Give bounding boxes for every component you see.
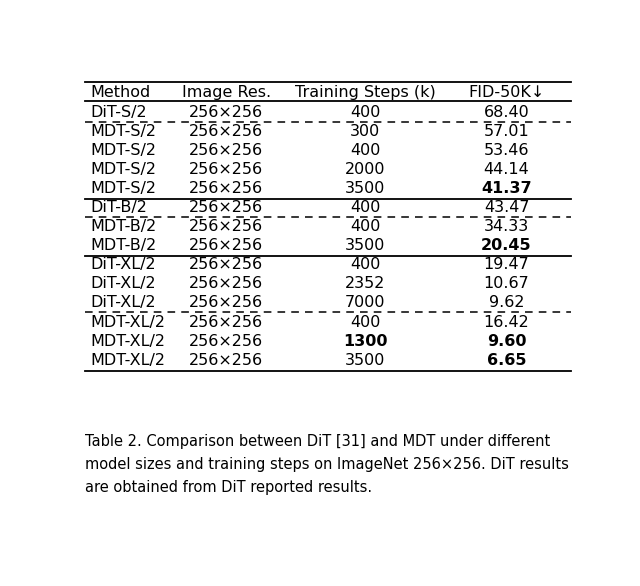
Text: MDT-S/2: MDT-S/2 bbox=[90, 181, 156, 196]
Text: 256×256: 256×256 bbox=[189, 277, 264, 291]
Text: 53.46: 53.46 bbox=[484, 143, 529, 158]
Text: 400: 400 bbox=[350, 257, 380, 272]
Text: MDT-XL/2: MDT-XL/2 bbox=[90, 353, 165, 367]
Text: 256×256: 256×256 bbox=[189, 295, 264, 311]
Text: MDT-XL/2: MDT-XL/2 bbox=[90, 315, 165, 329]
Text: 256×256: 256×256 bbox=[189, 219, 264, 234]
Text: MDT-B/2: MDT-B/2 bbox=[90, 219, 156, 234]
Text: 300: 300 bbox=[350, 124, 380, 139]
Text: are obtained from DiT reported results.: are obtained from DiT reported results. bbox=[85, 481, 372, 496]
Text: MDT-S/2: MDT-S/2 bbox=[90, 124, 156, 139]
Text: 2000: 2000 bbox=[345, 162, 385, 177]
Text: Image Res.: Image Res. bbox=[182, 84, 271, 100]
Text: 256×256: 256×256 bbox=[189, 257, 264, 272]
Text: 3500: 3500 bbox=[345, 238, 385, 253]
Text: 44.14: 44.14 bbox=[484, 162, 529, 177]
Text: 256×256: 256×256 bbox=[189, 105, 264, 120]
Text: 256×256: 256×256 bbox=[189, 238, 264, 253]
Text: 41.37: 41.37 bbox=[481, 181, 532, 196]
Text: 6.65: 6.65 bbox=[487, 353, 526, 367]
Text: model sizes and training steps on ImageNet 256×256. DiT results: model sizes and training steps on ImageN… bbox=[85, 457, 569, 472]
Text: MDT-B/2: MDT-B/2 bbox=[90, 238, 156, 253]
Text: 20.45: 20.45 bbox=[481, 238, 532, 253]
Text: 400: 400 bbox=[350, 105, 380, 120]
Text: MDT-S/2: MDT-S/2 bbox=[90, 143, 156, 158]
Text: DiT-XL/2: DiT-XL/2 bbox=[90, 257, 156, 272]
Text: 19.47: 19.47 bbox=[484, 257, 529, 272]
Text: Table 2. Comparison between DiT [31] and MDT under different: Table 2. Comparison between DiT [31] and… bbox=[85, 434, 550, 448]
Text: 2352: 2352 bbox=[345, 277, 385, 291]
Text: 57.01: 57.01 bbox=[484, 124, 529, 139]
Text: 68.40: 68.40 bbox=[484, 105, 529, 120]
Text: DiT-B/2: DiT-B/2 bbox=[90, 200, 147, 215]
Text: 256×256: 256×256 bbox=[189, 315, 264, 329]
Text: DiT-S/2: DiT-S/2 bbox=[90, 105, 147, 120]
Text: 7000: 7000 bbox=[345, 295, 385, 311]
Text: 256×256: 256×256 bbox=[189, 333, 264, 349]
Text: 400: 400 bbox=[350, 219, 380, 234]
Text: 256×256: 256×256 bbox=[189, 353, 264, 367]
Text: MDT-XL/2: MDT-XL/2 bbox=[90, 333, 165, 349]
Text: 10.67: 10.67 bbox=[484, 277, 529, 291]
Text: 34.33: 34.33 bbox=[484, 219, 529, 234]
Text: DiT-XL/2: DiT-XL/2 bbox=[90, 277, 156, 291]
Text: 400: 400 bbox=[350, 143, 380, 158]
Text: 9.62: 9.62 bbox=[489, 295, 524, 311]
Text: MDT-S/2: MDT-S/2 bbox=[90, 162, 156, 177]
Text: 9.60: 9.60 bbox=[487, 333, 526, 349]
Text: 256×256: 256×256 bbox=[189, 162, 264, 177]
Text: 256×256: 256×256 bbox=[189, 181, 264, 196]
Text: 3500: 3500 bbox=[345, 353, 385, 367]
Text: FID-50K↓: FID-50K↓ bbox=[468, 84, 545, 100]
Text: 256×256: 256×256 bbox=[189, 200, 264, 215]
Text: 256×256: 256×256 bbox=[189, 124, 264, 139]
Text: 43.47: 43.47 bbox=[484, 200, 529, 215]
Text: 400: 400 bbox=[350, 315, 380, 329]
Text: 1300: 1300 bbox=[343, 333, 387, 349]
Text: 256×256: 256×256 bbox=[189, 143, 264, 158]
Text: 16.42: 16.42 bbox=[484, 315, 529, 329]
Text: Training Steps (k): Training Steps (k) bbox=[295, 84, 436, 100]
Text: DiT-XL/2: DiT-XL/2 bbox=[90, 295, 156, 311]
Text: Method: Method bbox=[90, 84, 150, 100]
Text: 400: 400 bbox=[350, 200, 380, 215]
Text: 3500: 3500 bbox=[345, 181, 385, 196]
